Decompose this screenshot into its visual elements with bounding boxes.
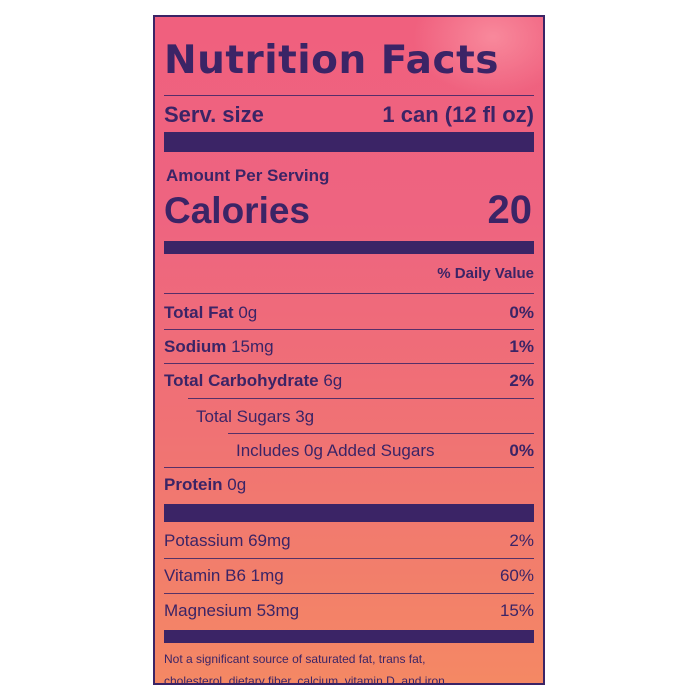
nutrient-row-protein: Protein 0g: [164, 473, 534, 497]
footnote-line: cholesterol, dietary fiber, calcium, vit…: [164, 674, 449, 685]
serving-size-value: 1 can (12 fl oz): [382, 102, 534, 127]
amount-per-serving: Amount Per Serving: [166, 166, 330, 185]
divider: [164, 293, 534, 294]
footnote-line: Not a significant source of saturated fa…: [164, 652, 426, 666]
daily-value-header: % Daily Value: [164, 263, 534, 285]
nutrient-name: Includes 0g Added Sugars: [236, 441, 435, 460]
mineral-row-vitamin-b6: Vitamin B6 1mg 60%: [164, 564, 534, 588]
nutrient-name: Total Fat: [164, 303, 234, 322]
label-content: Nutrition Facts Serv. size 1 can (12 fl …: [164, 17, 534, 683]
calories-value: 20: [487, 188, 533, 232]
footnote: Not a significant source of saturated fa…: [164, 648, 534, 685]
mineral-name: Potassium 69mg: [164, 531, 291, 550]
footnote-thick-bar: [164, 630, 534, 643]
calories-row: Calories 20: [164, 185, 534, 236]
nutrient-dv: 2%: [509, 371, 534, 390]
nutrient-dv: 1%: [509, 337, 534, 356]
mineral-name: Magnesium 53mg: [164, 601, 300, 620]
protein-thick-bar: [164, 504, 534, 522]
divider: [164, 467, 534, 468]
daily-value-header-text: % Daily Value: [437, 265, 534, 282]
mineral-dv: 15%: [499, 601, 534, 620]
nutrient-dv: 0%: [509, 303, 534, 322]
mineral-dv: 60%: [499, 566, 534, 585]
divider: [164, 329, 534, 330]
nutrient-name: Total Carbohydrate: [164, 371, 319, 390]
calories-label: Calories: [164, 190, 311, 231]
calories-thick-bar: [164, 241, 534, 254]
serving-thick-bar: [164, 132, 534, 152]
mineral-dv: 2%: [509, 531, 534, 550]
mineral-row-magnesium: Magnesium 53mg 15%: [164, 599, 534, 623]
nutrient-amount: 6g: [323, 371, 343, 390]
nutrient-name: Total Sugars 3g: [196, 407, 315, 426]
serving-size-row: Serv. size 1 can (12 fl oz): [164, 101, 534, 129]
nutrient-row-total-carbohydrate: Total Carbohydrate 6g 2%: [164, 369, 534, 393]
nutrient-row-total-sugars: Total Sugars 3g: [196, 405, 534, 429]
nutrient-amount: 0g: [227, 475, 247, 494]
nutrient-name: Protein: [164, 475, 223, 494]
divider: [164, 363, 534, 364]
label-title: Nutrition Facts: [164, 38, 499, 83]
divider: [164, 593, 534, 594]
nutrient-row-added-sugars: Includes 0g Added Sugars 0%: [236, 439, 534, 463]
serving-size-label: Serv. size: [164, 102, 264, 127]
nutrient-amount: 15mg: [231, 337, 274, 356]
nutrient-dv: 0%: [509, 441, 534, 460]
mineral-row-potassium: Potassium 69mg 2%: [164, 529, 534, 553]
title-divider: [164, 95, 534, 96]
divider: [188, 398, 534, 399]
divider: [228, 433, 534, 434]
nutrient-row-total-fat: Total Fat 0g 0%: [164, 301, 534, 325]
nutrient-amount: 0g: [238, 303, 258, 322]
nutrition-facts-label: Nutrition Facts Serv. size 1 can (12 fl …: [153, 15, 545, 685]
divider: [164, 558, 534, 559]
mineral-name: Vitamin B6 1mg: [164, 566, 284, 585]
nutrient-name: Sodium: [164, 337, 227, 356]
nutrient-row-sodium: Sodium 15mg 1%: [164, 335, 534, 359]
